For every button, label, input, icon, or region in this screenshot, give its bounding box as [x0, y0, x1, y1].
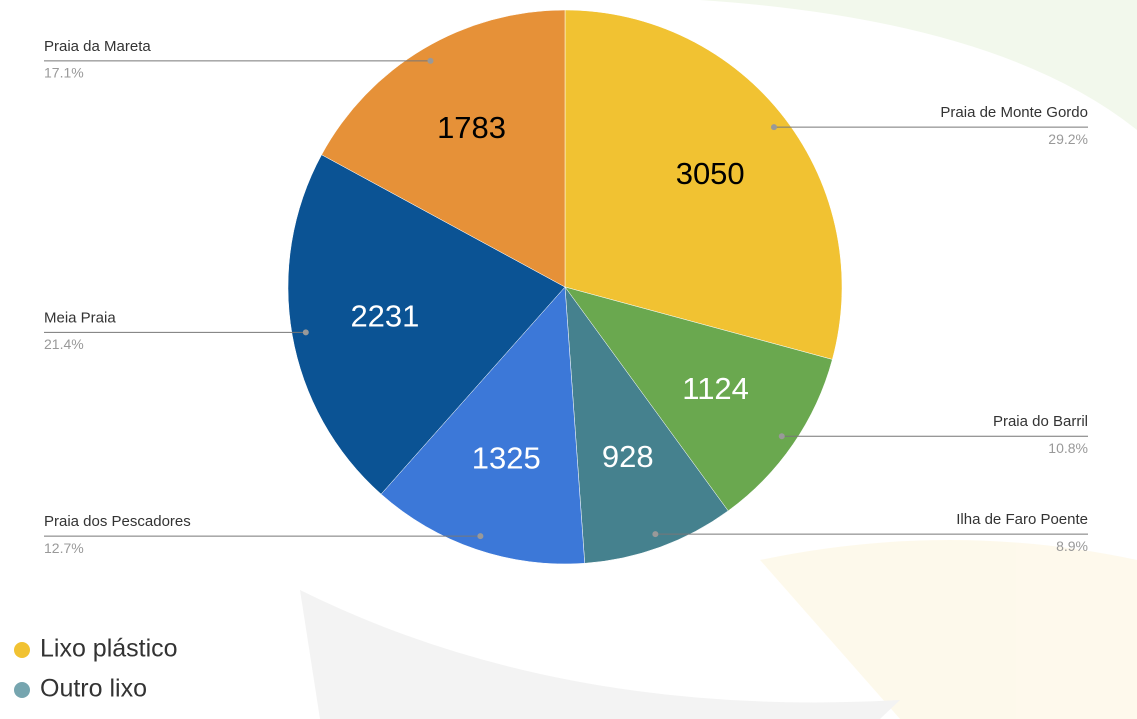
slice-percent: 8.9% [1056, 538, 1088, 554]
slice-percent: 21.4% [44, 336, 84, 352]
slice-value: 928 [602, 439, 654, 474]
slice-name: Praia dos Pescadores [44, 513, 191, 530]
slice-percent: 29.2% [1048, 131, 1088, 147]
callout-dot [427, 58, 433, 64]
legend-label: Outro lixo [40, 675, 147, 703]
slice-value: 1124 [682, 371, 749, 406]
legend-marker [14, 682, 30, 698]
chart: 3050 Praia de Monte Gordo 29.2% 1124 Praia d… [0, 0, 1137, 719]
callout-dot [477, 533, 483, 539]
slice-value: 1783 [437, 110, 506, 145]
callout-dot [771, 124, 777, 130]
slice-name: Meia Praia [44, 309, 116, 326]
slice-name: Ilha de Faro Poente [956, 511, 1088, 528]
slice-value: 1325 [472, 440, 541, 475]
callout-dot [303, 329, 309, 335]
legend-label: Lixo plástico [40, 635, 178, 663]
slice-value: 3050 [676, 156, 745, 191]
slice-percent: 10.8% [1048, 440, 1088, 456]
watermark-shape [760, 540, 1137, 719]
slice-percent: 17.1% [44, 65, 84, 81]
slice-value: 2231 [350, 299, 419, 334]
legend-marker [14, 642, 30, 658]
callout-dot [652, 531, 658, 537]
callout-dot [779, 433, 785, 439]
slice-name: Praia da Mareta [44, 38, 151, 55]
slice-percent: 12.7% [44, 540, 84, 556]
slice-name: Praia do Barril [993, 413, 1088, 430]
slice-name: Praia de Monte Gordo [940, 104, 1088, 121]
